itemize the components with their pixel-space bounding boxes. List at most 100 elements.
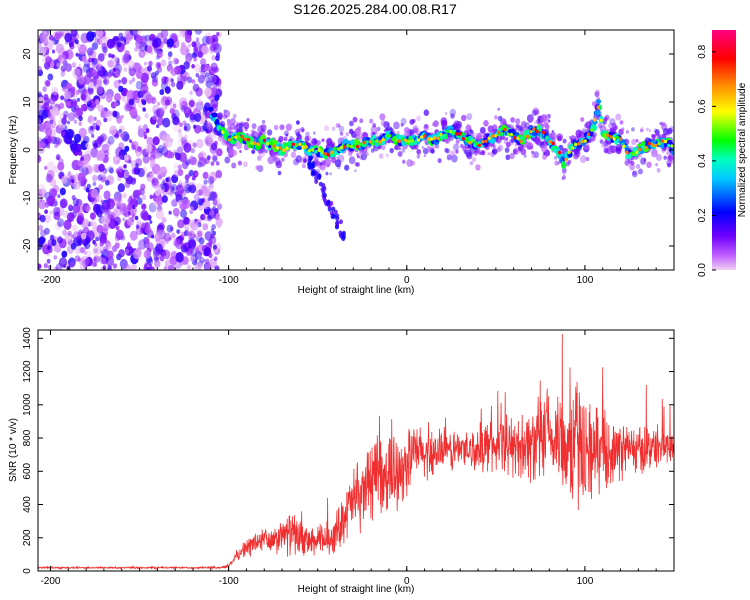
spectrogram-noise-blob bbox=[211, 153, 218, 161]
spectrogram-halo-blob bbox=[653, 128, 658, 133]
spectrogram-noise-blob bbox=[135, 115, 141, 122]
spectrogram-halo-blob bbox=[444, 112, 448, 115]
spectrogram-halo-blob bbox=[650, 149, 658, 158]
spectrogram-ridge-peak bbox=[247, 137, 251, 142]
spectrogram-halo-blob bbox=[273, 124, 279, 131]
spectrogram-halo-blob bbox=[469, 161, 474, 166]
spectrogram-noise-blob bbox=[121, 95, 126, 102]
spectrogram-noise-blob bbox=[181, 198, 191, 209]
spectrogram-ridge-peak bbox=[471, 139, 475, 143]
spectrogram-noise-blob bbox=[199, 100, 203, 106]
spectrogram-ridge-peak bbox=[631, 152, 636, 156]
spectrogram-branch-blob bbox=[323, 198, 328, 204]
spectrogram-ridge-peak bbox=[577, 141, 581, 146]
spectrogram-noise-blob bbox=[170, 183, 179, 194]
spectrogram-noise-blob bbox=[106, 112, 114, 122]
spectrogram-halo-blob bbox=[631, 127, 635, 132]
spectrogram-halo-blob bbox=[235, 123, 239, 128]
spectrogram-halo-blob bbox=[640, 128, 643, 133]
spectrogram-noise-blob bbox=[88, 99, 97, 109]
spectrogram-noise-blob bbox=[184, 174, 190, 181]
spectrogram-noise-blob bbox=[49, 178, 57, 187]
spectrogram-noise-blob bbox=[112, 263, 118, 269]
spectrogram-noise-blob bbox=[68, 139, 73, 145]
spectrogram-noise-blob bbox=[117, 165, 123, 173]
spectrogram-halo-blob bbox=[550, 131, 557, 140]
spectrogram-noise-blob bbox=[117, 201, 123, 209]
spectrogram-ridge-peak bbox=[391, 137, 395, 141]
spectrogram-noise-blob bbox=[83, 185, 88, 191]
spectrogram-halo-blob bbox=[661, 149, 665, 153]
spectrogram-halo-blob bbox=[304, 135, 310, 142]
spectrogram-halo-blob bbox=[597, 122, 603, 129]
spectrogram-branch-blob bbox=[314, 179, 319, 185]
spectrogram-ridge-peak bbox=[526, 134, 530, 139]
spectrogram-ridge-peak bbox=[416, 138, 421, 142]
spectrogram-noise-blob bbox=[202, 223, 209, 231]
spectrogram-halo-blob bbox=[501, 118, 507, 125]
spectrogram-ridge-peak bbox=[311, 147, 315, 152]
spectrogram-noise-blob bbox=[57, 161, 65, 171]
spectrogram-x-label: Height of straight line (km) bbox=[298, 285, 415, 296]
spectrogram-noise-blob bbox=[189, 206, 194, 212]
spectrogram-noise-blob bbox=[44, 165, 48, 170]
spectrogram-halo-blob bbox=[648, 129, 652, 133]
spectrogram-noise-blob bbox=[97, 53, 105, 62]
spectrogram-noise-blob bbox=[165, 177, 169, 183]
spectrogram-ridge-peak bbox=[372, 139, 376, 144]
spectrogram-noise-blob bbox=[179, 30, 183, 35]
spectrogram-noise-blob bbox=[213, 256, 218, 262]
spectrogram-noise-blob bbox=[129, 30, 138, 36]
spectrogram-halo-blob bbox=[414, 128, 419, 133]
spectrogram-noise-blob bbox=[95, 125, 100, 131]
spectrogram-ridge-peak bbox=[352, 143, 356, 148]
spectrogram-ridge-peak bbox=[490, 134, 494, 138]
spectrogram-halo-blob bbox=[279, 124, 285, 131]
spectrogram-noise-blob bbox=[136, 197, 143, 205]
spectrogram-noise-blob bbox=[56, 141, 60, 147]
spectrogram-ridge-peak bbox=[455, 132, 459, 136]
spectrogram-noise-blob bbox=[135, 224, 140, 229]
spectrogram-halo-blob bbox=[321, 138, 325, 143]
spectrogram-ridge-peak bbox=[670, 144, 674, 148]
spectrogram-noise-blob bbox=[187, 237, 196, 248]
spectrogram-noise-blob bbox=[123, 170, 130, 178]
spectrogram-noise-blob bbox=[60, 95, 65, 101]
spectrogram-noise-blob bbox=[151, 75, 158, 83]
spectrogram-noise-blob bbox=[86, 146, 92, 154]
spectrogram-noise-blob bbox=[48, 34, 54, 41]
spectrogram-noise-blob bbox=[197, 74, 205, 84]
spectrogram-noise-blob bbox=[90, 212, 96, 220]
spectrogram-noise-blob bbox=[180, 244, 188, 253]
spectrogram-halo-blob bbox=[440, 117, 448, 126]
spectrogram-ridge-peak bbox=[599, 118, 603, 123]
spectrogram-noise-blob bbox=[73, 236, 81, 247]
spectrogram-halo-blob bbox=[467, 144, 471, 149]
spectrogram-noise-blob bbox=[98, 163, 105, 172]
spectrogram-noise-blob bbox=[103, 77, 110, 86]
spectrogram-noise-blob bbox=[49, 119, 54, 125]
spectrogram-noise-blob bbox=[49, 105, 53, 110]
spectrogram-noise-blob bbox=[60, 126, 64, 131]
spectrogram-ridge-peak bbox=[461, 137, 465, 141]
spectrogram-halo-blob bbox=[497, 144, 504, 152]
spectrogram-halo-blob bbox=[295, 155, 303, 163]
spectrogram-halo-blob bbox=[401, 148, 406, 153]
spectrogram-branch-blob bbox=[331, 206, 336, 212]
spectrogram-noise-blob bbox=[110, 198, 115, 204]
spectrogram-noise-blob bbox=[204, 231, 213, 241]
spectrogram-ridge-peak bbox=[586, 132, 591, 136]
spectrogram-branch-blob bbox=[327, 203, 332, 209]
spectrogram-noise-blob bbox=[91, 221, 97, 229]
spectrogram-noise-blob bbox=[73, 119, 78, 124]
spectrogram-halo-blob bbox=[615, 147, 622, 155]
spectrogram-noise-blob bbox=[194, 218, 199, 225]
spectrogram-ridge-peak bbox=[291, 142, 296, 147]
spectrogram-ridge-peak bbox=[346, 143, 350, 148]
spectrogram-x-tick-label: 0 bbox=[404, 275, 410, 286]
spectrogram-halo-blob bbox=[455, 149, 459, 154]
spectrogram-noise-blob bbox=[93, 256, 97, 262]
colorbar-tick-label: 0.2 bbox=[697, 208, 708, 222]
spectrogram-noise-blob bbox=[176, 80, 184, 90]
spectrogram-noise-blob bbox=[159, 166, 168, 176]
